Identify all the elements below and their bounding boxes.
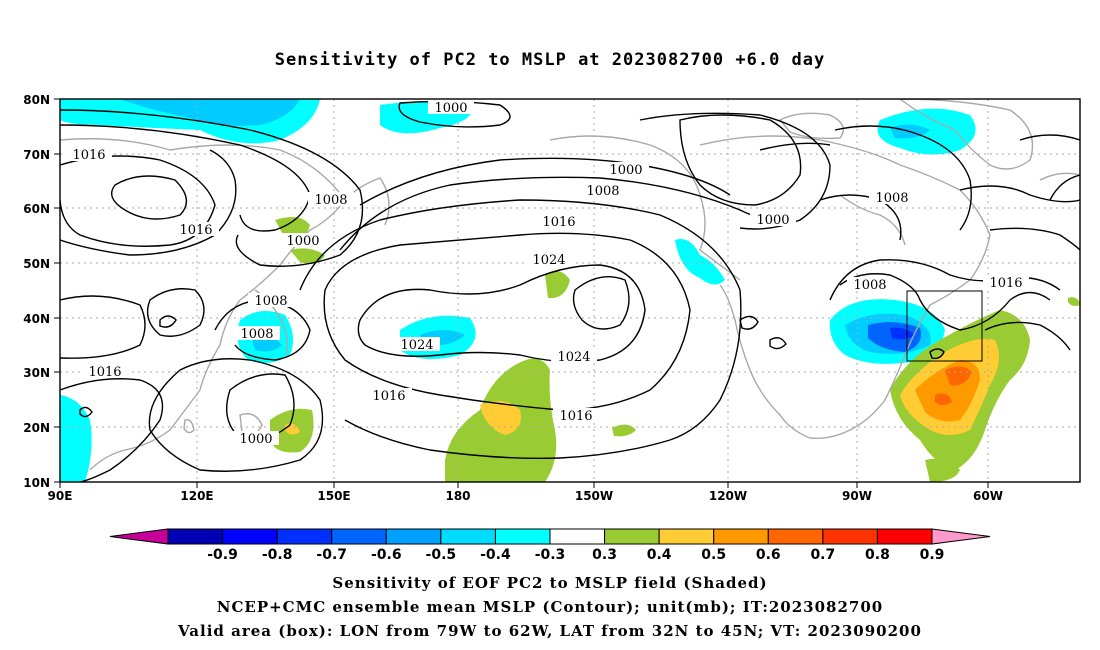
colorbar-label: -0.5 <box>426 547 457 563</box>
shade-cyan-gulf-alaska <box>675 239 725 285</box>
colorbar-box <box>331 528 387 545</box>
lat-label: 10N <box>23 476 50 490</box>
footer-line-3: Valid area (box): LON from 79W to 62W, L… <box>178 622 922 640</box>
coast-arctic-islands <box>778 112 844 140</box>
coast-kamchatka <box>344 177 390 226</box>
coast-alaska <box>549 135 741 281</box>
colorbar-triangle-right <box>931 528 991 545</box>
map-content <box>60 99 1080 482</box>
lat-label: 70N <box>23 148 50 162</box>
contour-label: 1000 <box>239 432 272 447</box>
colorbar-label: -0.6 <box>371 547 402 563</box>
map-frame <box>59 98 1081 483</box>
colorbar-label: -0.3 <box>535 547 566 563</box>
lon-label: 90E <box>48 489 73 503</box>
contour-label: 1016 <box>72 148 105 163</box>
lat-label: 40N <box>23 312 50 326</box>
lat-label: 50N <box>23 257 50 271</box>
lat-label: 60N <box>23 202 50 216</box>
axis-ticks <box>54 98 989 488</box>
contour-label: 1016 <box>542 215 575 230</box>
coast-north-america <box>699 135 991 440</box>
contour-label: 1008 <box>875 191 908 206</box>
colorbar: -0.9 -0.8 -0.7 -0.6 -0.5 -0.4 -0.3 0.3 0.4 0.5 0.6… <box>109 528 991 563</box>
contour-label: 1024 <box>400 338 433 353</box>
contour-label: 1016 <box>88 365 121 380</box>
colorbar-label: 0.5 <box>701 547 726 563</box>
footer-line-1: Sensitivity of EOF PC2 to MSLP field (Sh… <box>332 574 768 592</box>
colorbar-box <box>604 528 660 545</box>
colorbar-box <box>876 528 933 545</box>
colorbar-label: 0.8 <box>865 547 890 563</box>
colorbar-box <box>440 528 496 545</box>
colorbar-label: 0.4 <box>647 547 672 563</box>
colorbar-label: 0.7 <box>810 547 835 563</box>
lon-label: 180 <box>445 489 470 503</box>
shading-layer <box>60 99 1080 482</box>
colorbar-box <box>549 528 606 545</box>
colorbar-label: 0.3 <box>592 547 617 563</box>
lon-label: 120E <box>180 489 213 503</box>
contour-label: 1016 <box>179 223 212 238</box>
colorbar-label: -0.4 <box>480 547 511 563</box>
contour-label: 1016 <box>989 276 1022 291</box>
colorbar-box <box>222 528 278 545</box>
coastlines <box>60 99 1080 471</box>
contour-label: 1008 <box>254 294 287 309</box>
lon-labels: 90E 120E 150E 180 150W 120W 90W 60W <box>48 489 1003 503</box>
colorbar-box <box>822 528 878 545</box>
lon-label: 150E <box>317 489 350 503</box>
chart-title: Sensitivity of PC2 to MSLP at 2023082700… <box>274 50 826 70</box>
contour-west-low <box>111 175 188 220</box>
colorbar-label: -0.8 <box>262 547 293 563</box>
contour-1016-pacific <box>323 232 691 411</box>
contour-label: 1000 <box>286 234 319 249</box>
colorbar-box <box>385 528 442 545</box>
contour-japan-loop <box>214 299 311 361</box>
colorbar-box <box>767 528 824 545</box>
lon-label: 90W <box>842 489 872 503</box>
colorbar-label: -0.9 <box>207 547 238 563</box>
coast-asia <box>60 138 346 471</box>
contour-1008-east <box>839 273 1051 331</box>
colorbar-box <box>713 528 769 545</box>
lon-label: 150W <box>575 489 613 503</box>
colorbar-box <box>494 528 551 545</box>
footer-line-2: NCEP+CMC ensemble mean MSLP (Contour); u… <box>216 598 884 616</box>
contour-pacific-high-1024 <box>357 264 646 363</box>
lat-label: 80N <box>23 93 50 107</box>
colorbar-box <box>276 528 333 545</box>
contour-label: 1008 <box>314 193 347 208</box>
contour-label: 1024 <box>557 350 590 365</box>
colorbar-box <box>658 528 715 545</box>
contour-label: 1008 <box>240 327 273 342</box>
contour-labels: 1000 1016 1008 1016 1000 1008 1008 1016 … <box>72 101 1023 447</box>
colorbar-label: -0.7 <box>316 547 347 563</box>
contour-1000-south <box>226 373 295 441</box>
lon-label: 120W <box>709 489 747 503</box>
colorbar-triangle-left <box>109 528 169 545</box>
colorbar-box <box>167 528 224 545</box>
coast-greenland <box>899 99 1034 170</box>
contour-label: 1016 <box>372 389 405 404</box>
colorbar-label: 0.9 <box>920 547 945 563</box>
lon-label: 60W <box>973 489 1003 503</box>
valid-area-box <box>906 290 983 362</box>
lat-labels: 80N 70N 60N 50N 40N 30N 20N 10N <box>23 93 50 490</box>
colorbar-label: 0.6 <box>756 547 781 563</box>
contour-label: 1000 <box>756 213 789 228</box>
contour-label: 1024 <box>532 253 565 268</box>
shade-blue-arctic-west <box>120 99 300 126</box>
contour-label: 1008 <box>586 184 619 199</box>
contour-label: 1000 <box>434 101 467 116</box>
contour-label: 1008 <box>853 278 886 293</box>
contour-label: 1000 <box>609 163 642 178</box>
lat-label: 30N <box>23 366 50 380</box>
contour-label: 1016 <box>559 409 592 424</box>
lat-label: 20N <box>23 421 50 435</box>
